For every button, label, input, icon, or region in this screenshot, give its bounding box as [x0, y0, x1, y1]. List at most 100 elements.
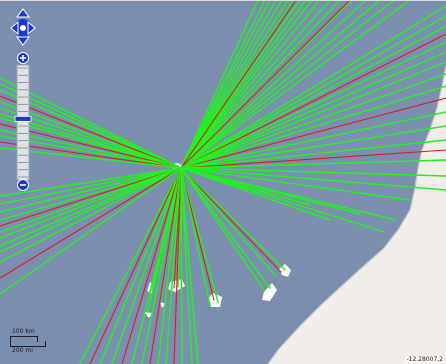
- route-line-green: [0, 117, 182, 169]
- scale-bottom-label: 200 mi: [12, 347, 33, 354]
- route-line-green: [180, 0, 331, 169]
- zoom-in-plus: [20, 55, 26, 61]
- route-line-green: [0, 167, 182, 247]
- route-line-green: [131, 167, 182, 364]
- route-line-red: [173, 167, 182, 364]
- route-line-green: [180, 167, 385, 233]
- route-line-red: [121, 167, 182, 364]
- route-line-green: [0, 167, 182, 205]
- route-line-green: [180, 167, 311, 206]
- pan-up-icon[interactable]: [16, 8, 30, 18]
- route-line-green: [180, 167, 211, 306]
- route-line-green: [0, 147, 182, 169]
- route-line-green: [180, 0, 321, 169]
- route-line-green: [180, 125, 446, 169]
- route-line-green: [180, 0, 259, 169]
- route-line-green: [180, 0, 307, 169]
- route-line-green: [180, 167, 271, 289]
- route-line-green: [0, 89, 182, 169]
- route-line-red: [0, 167, 182, 227]
- route-line-red: [180, 0, 351, 169]
- mouse-position-readout: -12.28007,2: [405, 356, 444, 363]
- route-line-green: [180, 167, 219, 303]
- route-line-green: [180, 51, 446, 169]
- route-line-red: [0, 123, 182, 169]
- route-line-green: [180, 167, 277, 277]
- route-line-green: [0, 167, 182, 239]
- route-line-green: [0, 77, 182, 169]
- route-line-green: [180, 73, 446, 169]
- map-border-top: [0, 0, 446, 1]
- route-line-green: [0, 129, 182, 169]
- africa-coast-landmass: [268, 0, 446, 364]
- pan-left-icon[interactable]: [10, 20, 19, 36]
- pan-control[interactable]: [9, 8, 37, 46]
- island-gran-canaria: [208, 293, 222, 307]
- route-line-green: [180, 0, 313, 169]
- route-line-red: [149, 167, 182, 364]
- pan-right-icon[interactable]: [27, 20, 36, 36]
- route-line-green: [0, 167, 182, 213]
- route-line-green: [0, 167, 182, 197]
- coast-shadow: [267, 65, 446, 364]
- route-line-green: [180, 15, 446, 169]
- route-line-green: [180, 0, 283, 169]
- route-line-green: [165, 167, 182, 364]
- route-line-green: [180, 167, 331, 221]
- zoom-control[interactable]: [14, 52, 32, 192]
- route-line-green: [180, 0, 289, 169]
- scale-bar: 100 km 200 mi: [10, 328, 70, 358]
- route-line-green: [180, 167, 286, 271]
- route-line-green: [180, 0, 277, 169]
- route-line-green: [0, 167, 182, 295]
- route-line-green: [0, 83, 182, 169]
- island-fuerteventura: [262, 283, 277, 301]
- route-line-green: [0, 167, 182, 233]
- route-line-green: [180, 167, 361, 215]
- island-el-hierro: [144, 312, 152, 318]
- route-line-green: [99, 167, 182, 364]
- pan-down-icon[interactable]: [16, 36, 30, 46]
- route-line-red: [180, 149, 446, 169]
- route-line-green: [180, 0, 271, 169]
- route-line-green: [180, 0, 367, 169]
- route-line-green: [141, 167, 182, 364]
- route-line-red: [180, 167, 282, 273]
- route-line-green: [180, 167, 193, 364]
- route-line-green: [180, 139, 446, 169]
- route-line-red: [180, 97, 446, 169]
- route-line-green: [180, 41, 446, 169]
- route-line-green: [180, 61, 446, 169]
- route-line-green: [180, 167, 265, 291]
- route-line-red: [180, 0, 297, 169]
- route-line-red: [180, 167, 215, 301]
- route-line-green: [180, 167, 183, 364]
- route-line-green: [180, 167, 411, 201]
- route-line-green: [0, 167, 182, 221]
- route-line-red: [89, 167, 182, 364]
- route-line-green: [180, 5, 446, 169]
- pan-center-dot: [20, 25, 26, 31]
- route-line-green: [180, 0, 341, 169]
- route-line-green: [180, 85, 446, 169]
- route-line-green: [0, 135, 182, 169]
- route-line-green: [180, 167, 446, 191]
- zoom-slider-handle[interactable]: [14, 115, 32, 122]
- route-line-red: [0, 167, 182, 279]
- route-line-green: [79, 167, 182, 364]
- route-line-green: [180, 159, 446, 169]
- scale-top-bar: [10, 336, 38, 342]
- route-line-green: [180, 0, 411, 169]
- route-line-green: [180, 167, 446, 177]
- route-line-green: [180, 0, 395, 169]
- route-line-green: [111, 167, 182, 364]
- route-line-green: [180, 25, 446, 169]
- route-line-green: [0, 167, 182, 263]
- route-line-green: [180, 111, 446, 169]
- route-line-red: [0, 95, 182, 169]
- scale-bottom-bar: [10, 341, 46, 347]
- zoom-level-ticks: [18, 67, 28, 178]
